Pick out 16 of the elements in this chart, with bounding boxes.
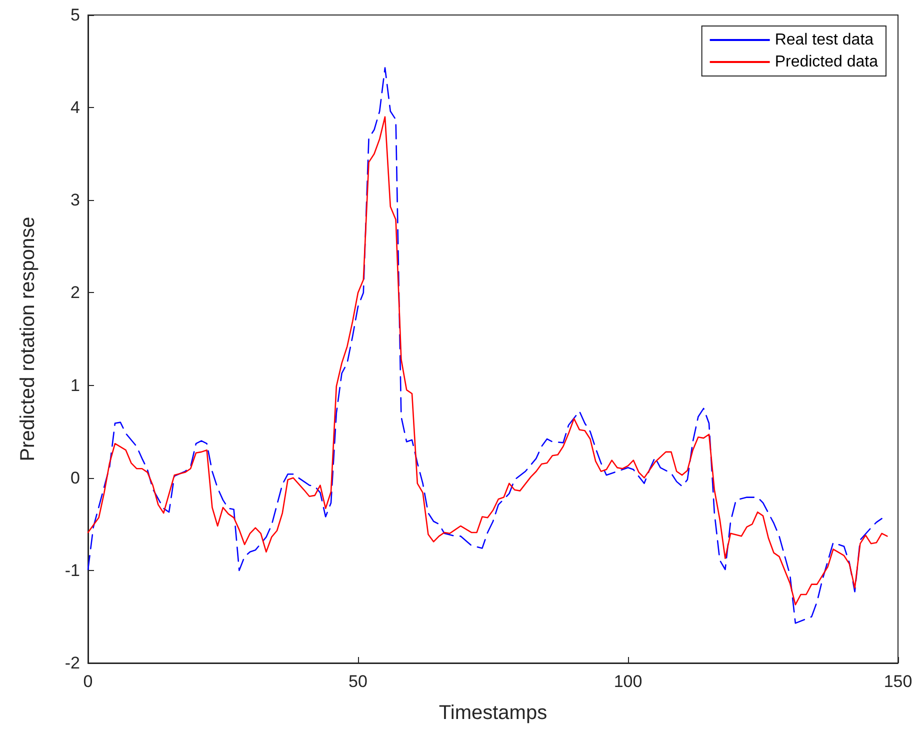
y-tick-label: 2 [70,283,80,302]
y-tick-label: 4 [70,98,80,118]
x-tick-label: 150 [884,672,912,691]
y-tick-label: 5 [70,6,80,24]
y-tick-label: 3 [70,190,80,210]
y-tick-label: 1 [70,376,80,395]
y-axis-title: Predicted rotation response [17,216,39,462]
x-tick-label: 100 [614,672,642,691]
y-tick-label: 0 [70,468,80,488]
legend-label: Real test data [774,32,874,48]
x-axis-title: Timestamps [438,702,548,724]
y-tick-label: -1 [64,560,80,580]
y-tick-label: -2 [64,654,80,672]
legend-label: Predicted data [774,54,878,70]
x-tick-label: 0 [83,672,93,691]
x-tick-label: 50 [348,672,368,691]
